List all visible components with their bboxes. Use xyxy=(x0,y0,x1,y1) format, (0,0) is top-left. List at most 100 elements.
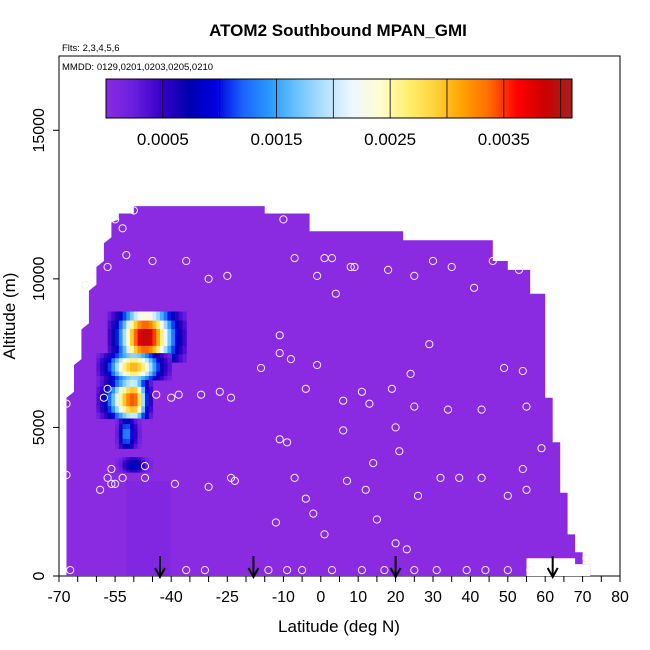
latitude-arrow xyxy=(546,556,559,580)
heatmap-cell xyxy=(130,392,135,400)
heatmap-cell xyxy=(137,366,142,372)
heatmap-cell xyxy=(111,362,116,368)
heatmap-cell xyxy=(107,412,112,420)
sample-point xyxy=(230,476,239,485)
heatmap-cell xyxy=(126,457,131,461)
heatmap-cell xyxy=(141,462,146,466)
heatmap-cell xyxy=(133,392,139,400)
heatmap-cell xyxy=(137,375,142,381)
heatmap-cell xyxy=(118,311,124,321)
heatmap-cell xyxy=(137,392,142,400)
heatmap-cell xyxy=(130,423,135,430)
heatmap-cell xyxy=(145,379,150,387)
heatmap-cell xyxy=(103,412,109,420)
heatmap-cell xyxy=(96,412,101,420)
x-tick-label: 10 xyxy=(349,589,367,606)
heatmap-cell xyxy=(118,357,124,363)
heatmap-cell xyxy=(159,328,165,338)
heatmap-cell xyxy=(145,366,150,372)
heatmap-cell xyxy=(122,457,127,461)
latitude-arrow xyxy=(154,556,166,580)
heatmap-cell xyxy=(159,319,165,329)
heatmap-cell xyxy=(159,336,165,346)
heatmap-cell xyxy=(96,362,101,368)
heatmap-cell xyxy=(122,464,127,468)
heatmap-cell xyxy=(118,464,124,468)
sample-point xyxy=(477,405,486,414)
sample-point xyxy=(204,274,213,283)
heatmap-cell xyxy=(118,423,124,430)
heatmap-cell xyxy=(148,357,154,363)
sample-point xyxy=(107,479,116,488)
heatmap-cell xyxy=(107,370,112,377)
sample-point xyxy=(342,476,352,485)
heatmap-cell xyxy=(148,405,154,413)
heatmap-cell xyxy=(133,362,139,368)
sample-point xyxy=(96,485,105,494)
heatmap-cell xyxy=(137,418,142,425)
heatmap-cell xyxy=(100,357,105,363)
heatmap-cell xyxy=(148,311,154,321)
heatmap-cell xyxy=(115,336,120,346)
heatmap-cell xyxy=(137,328,142,338)
heatmap-cell xyxy=(174,319,180,329)
heatmap-cell xyxy=(126,370,131,377)
heatmap-cell xyxy=(118,362,124,368)
sample-point xyxy=(118,224,127,233)
heatmap-cell xyxy=(178,328,184,338)
sample-point xyxy=(357,566,366,575)
sample-point xyxy=(140,473,150,482)
heatmap-cell xyxy=(182,336,187,346)
heatmap-cell xyxy=(156,319,161,329)
y-tick-label: 15000 xyxy=(31,108,48,153)
heatmap-cell xyxy=(145,357,150,363)
heatmap-cell xyxy=(174,336,180,346)
heatmap-cell xyxy=(141,353,146,359)
heatmap-cell xyxy=(133,386,139,394)
heatmap-cell xyxy=(122,386,127,394)
heatmap-cell xyxy=(107,336,112,346)
white-gaps xyxy=(526,558,591,576)
heatmap-cell xyxy=(148,336,154,346)
heatmap-cell xyxy=(111,399,116,407)
heatmap-cell xyxy=(130,433,135,439)
heatmap-cell xyxy=(103,357,109,363)
heatmap-cell xyxy=(118,336,124,346)
heatmap-cell xyxy=(133,469,139,473)
plot-area: MMDD: 0129,0201,0203,0205,0210 0.0005 0.0… xyxy=(58,55,621,580)
heatmap-cell xyxy=(133,319,139,329)
heatmap-cell xyxy=(145,469,150,473)
x-tick-label: -10 xyxy=(272,589,295,606)
heatmap-cell xyxy=(126,412,131,420)
heatmap-cell xyxy=(141,386,146,394)
heatmap-cell xyxy=(126,336,131,346)
sample-point xyxy=(406,369,415,378)
heatmap-cell xyxy=(115,328,120,338)
colorbar-tick-label: 0.0015 xyxy=(250,130,302,149)
heatmap-cell xyxy=(126,438,131,444)
heatmap-cell xyxy=(118,366,124,372)
heatmap-cell xyxy=(130,379,135,387)
heatmap-cell xyxy=(133,423,139,430)
heatmap-cell xyxy=(115,386,120,394)
heatmap-cell xyxy=(148,379,154,387)
heatmap-cell xyxy=(111,319,116,329)
heatmap-cell xyxy=(167,336,172,346)
heatmap-cell xyxy=(118,386,124,394)
heatmap-cell xyxy=(107,386,112,394)
heatmap-cell xyxy=(152,311,157,321)
heatmap-cell xyxy=(148,345,154,355)
heatmap-cell xyxy=(159,375,165,381)
sample-point xyxy=(111,215,120,224)
x-tick-label: -55 xyxy=(104,589,127,606)
heatmap-cell xyxy=(96,405,101,413)
sample-point xyxy=(99,393,109,402)
heatmap-cell xyxy=(126,462,131,466)
sample-point xyxy=(62,470,71,480)
sample-point xyxy=(365,399,374,408)
heatmap-cell xyxy=(115,428,120,434)
heatmap-cell xyxy=(159,345,165,355)
heatmap-cell xyxy=(133,405,139,413)
heatmap-cell xyxy=(148,412,154,420)
heatmap-cell xyxy=(171,328,176,338)
